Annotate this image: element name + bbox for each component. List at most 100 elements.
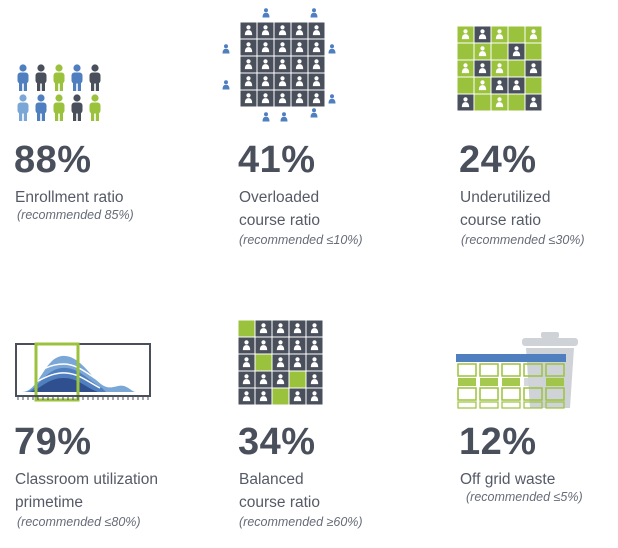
person-icon <box>310 374 319 385</box>
person-icon <box>276 357 285 368</box>
person-icon <box>461 63 470 74</box>
person-icon <box>310 391 319 402</box>
figure-icon <box>53 94 65 121</box>
person-icon <box>312 42 321 53</box>
person-icon <box>262 8 270 18</box>
underutilized-value: 24% <box>459 139 537 181</box>
person-icon <box>293 340 302 351</box>
overloaded-value: 41% <box>238 139 316 181</box>
classroom-label-line1: Classroom utilization <box>15 471 158 488</box>
classroom-label-line2: primetime <box>15 494 84 511</box>
person-icon <box>478 80 487 91</box>
person-icon <box>328 94 336 104</box>
person-icon <box>244 93 253 104</box>
person-icon <box>461 29 470 40</box>
person-icon <box>295 59 304 70</box>
person-icon <box>529 29 538 40</box>
person-icon <box>244 25 253 36</box>
person-icon <box>242 357 251 368</box>
people-icon <box>15 62 105 122</box>
overloaded-label-line2: course ratio <box>239 212 320 229</box>
utilization-chart-icon <box>14 340 154 410</box>
person-icon <box>259 391 268 402</box>
balanced-value: 34% <box>238 421 316 463</box>
person-icon <box>242 340 251 351</box>
person-icon <box>222 44 230 54</box>
grid-cell <box>491 43 508 60</box>
offgrid-recommended: (recommended ≤5%) <box>466 490 583 504</box>
person-icon <box>529 97 538 108</box>
person-icon <box>276 323 285 334</box>
overloaded-label-line1: Overloaded <box>239 189 320 206</box>
person-icon <box>276 374 285 385</box>
balanced-grid-icon <box>238 320 328 410</box>
person-icon <box>242 374 251 385</box>
person-icon <box>295 42 304 53</box>
person-icon <box>529 63 538 74</box>
enrollment-recommended: (recommended 85%) <box>17 208 134 222</box>
person-icon <box>495 29 504 40</box>
person-icon <box>259 340 268 351</box>
classroom-value: 79% <box>14 421 92 463</box>
person-icon <box>280 112 288 122</box>
grid-cell <box>525 77 542 94</box>
person-icon <box>495 97 504 108</box>
person-icon <box>261 59 270 70</box>
overloaded-grid-icon <box>222 8 342 130</box>
person-icon <box>310 357 319 368</box>
underutilized-label-line1: Underutilized <box>460 189 551 206</box>
person-icon <box>295 76 304 87</box>
figure-icon <box>89 64 101 91</box>
grid-cell <box>525 43 542 60</box>
figure-icon <box>71 94 83 121</box>
balanced-recommended: (recommended ≥60%) <box>239 515 363 529</box>
person-icon <box>512 80 521 91</box>
person-icon <box>478 29 487 40</box>
grid-cell <box>508 26 525 43</box>
person-icon <box>495 80 504 91</box>
figure-icon <box>17 64 29 91</box>
person-icon <box>278 25 287 36</box>
person-icon <box>278 76 287 87</box>
person-icon <box>261 25 270 36</box>
person-icon <box>312 93 321 104</box>
offgrid-label-line1: Off grid waste <box>460 471 556 488</box>
area-front <box>30 378 98 392</box>
underutilized-grid-icon <box>457 26 547 116</box>
person-icon <box>261 42 270 53</box>
grid-cell <box>508 60 525 77</box>
person-icon <box>312 25 321 36</box>
grid-cell <box>457 43 474 60</box>
figure-icon <box>35 94 47 121</box>
person-icon <box>310 340 319 351</box>
grid-cell <box>474 94 491 111</box>
grid-cell <box>457 77 474 94</box>
person-icon <box>328 44 336 54</box>
person-icon <box>295 25 304 36</box>
figure-icon <box>35 64 47 91</box>
person-icon <box>312 59 321 70</box>
person-icon <box>512 46 521 57</box>
person-icon <box>276 340 285 351</box>
enrollment-label-line1: Enrollment ratio <box>15 189 124 206</box>
person-icon <box>310 323 319 334</box>
person-icon <box>478 46 487 57</box>
offgrid-value: 12% <box>459 421 537 463</box>
grid-cell <box>508 94 525 111</box>
grid-cell <box>289 371 306 388</box>
primetime-window <box>34 342 80 402</box>
figure-icon <box>17 94 29 121</box>
balanced-label-line2: course ratio <box>239 494 320 511</box>
enrollment-value: 88% <box>14 139 92 181</box>
figure-icon <box>53 64 65 91</box>
person-icon <box>261 93 270 104</box>
person-icon <box>259 374 268 385</box>
person-icon <box>495 63 504 74</box>
person-icon <box>278 59 287 70</box>
person-icon <box>461 97 470 108</box>
overloaded-recommended: (recommended ≤10%) <box>239 233 363 247</box>
person-icon <box>278 42 287 53</box>
grid-cell <box>255 354 272 371</box>
grid-cell <box>238 320 255 337</box>
person-icon <box>310 8 318 18</box>
